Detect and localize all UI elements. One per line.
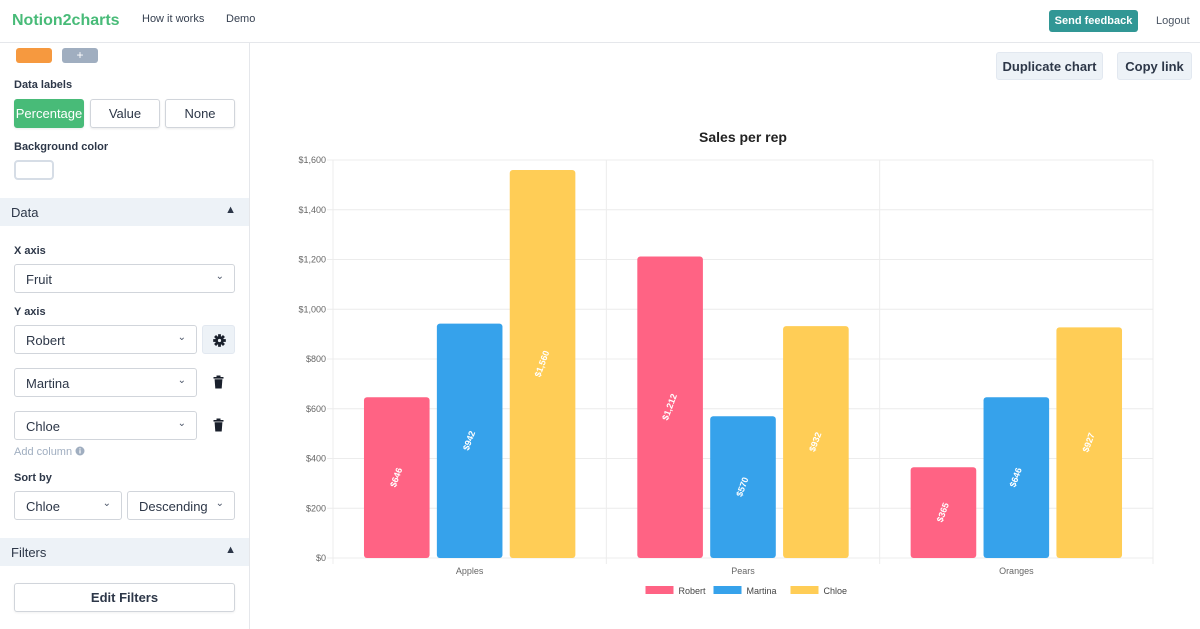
add-column-link[interactable]: Add column	[14, 446, 85, 458]
background-color-title: Background color	[14, 141, 109, 153]
bar-robert	[910, 467, 977, 558]
nav-link-demo[interactable]: Demo	[226, 13, 256, 25]
duplicate-chart-button[interactable]: Duplicate chart	[996, 52, 1103, 80]
chevron-down-icon: ⌄	[177, 375, 186, 386]
background-color-picker[interactable]	[14, 160, 54, 180]
bar-chloe	[509, 169, 576, 558]
bar-chart: Sales per rep $0 $200 $400 $600 $800 $1,000 $1,…	[298, 129, 1154, 596]
sidebar: + Data labels Percentage Value None Back…	[0, 43, 250, 629]
bar-chloe	[1056, 327, 1123, 558]
legend-swatch	[713, 586, 742, 594]
data-label-percentage-button[interactable]: Percentage	[14, 99, 84, 128]
chevron-down-icon: ⌄	[215, 498, 224, 509]
data-labels-title: Data labels	[14, 79, 73, 91]
y-tick-label: $0	[316, 553, 326, 563]
x-axis-title: X axis	[14, 245, 46, 257]
bar-robert	[363, 397, 430, 558]
chevron-up-icon: ▲	[225, 544, 236, 556]
y-tick-label: $400	[306, 454, 326, 464]
y-axis-select-chloe[interactable]: Chloe ⌄	[14, 411, 197, 440]
y-tick-label: $600	[306, 404, 326, 414]
info-icon	[75, 446, 85, 456]
y-tick-label: $200	[306, 503, 326, 513]
sort-order-value: Descending	[139, 499, 208, 514]
x-tick-label: Oranges	[999, 566, 1034, 576]
brand-logo[interactable]: Notion2charts	[12, 12, 120, 29]
legend-swatch	[645, 586, 674, 594]
add-column-label: Add column	[14, 446, 73, 458]
x-tick-label: Apples	[456, 566, 484, 576]
add-color-button[interactable]: +	[62, 48, 98, 63]
copy-link-button[interactable]: Copy link	[1117, 52, 1192, 80]
sort-order-select[interactable]: Descending ⌄	[127, 491, 235, 520]
chart-title: Sales per rep	[699, 129, 787, 145]
send-feedback-button[interactable]: Send feedback	[1049, 10, 1138, 32]
trash-icon	[213, 418, 224, 432]
sort-by-select[interactable]: Chloe ⌄	[14, 491, 122, 520]
legend-label: Martina	[747, 586, 777, 596]
data-label-value-button[interactable]: Value	[90, 99, 160, 128]
chevron-up-icon: ▲	[225, 204, 236, 216]
chevron-down-icon: ⌄	[177, 332, 186, 343]
x-axis-value: Fruit	[26, 272, 52, 287]
y-axis-title: Y axis	[14, 306, 46, 318]
legend-label: Robert	[679, 586, 707, 596]
chevron-down-icon: ⌄	[215, 271, 224, 282]
edit-filters-button[interactable]: Edit Filters	[14, 583, 235, 612]
bar-martina	[436, 323, 503, 558]
y-axis-value: Chloe	[26, 419, 60, 434]
y-axis-value: Robert	[26, 333, 66, 348]
y-axis-select-martina[interactable]: Martina ⌄	[14, 368, 197, 397]
y-tick-label: $1,200	[298, 255, 326, 265]
y-axis-value: Martina	[26, 376, 70, 391]
delete-series-martina-button[interactable]	[202, 368, 235, 397]
gear-icon	[213, 334, 226, 347]
x-tick-label: Pears	[731, 566, 755, 576]
trash-icon	[213, 375, 224, 389]
sort-by-value: Chloe	[26, 499, 60, 514]
x-axis-select[interactable]: Fruit ⌄	[14, 264, 235, 293]
delete-series-chloe-button[interactable]	[202, 411, 235, 440]
series-settings-button[interactable]	[202, 325, 235, 354]
y-tick-label: $1,600	[298, 155, 326, 165]
y-tick-label: $1,000	[298, 304, 326, 314]
y-tick-label: $1,400	[298, 205, 326, 215]
bar-martina	[710, 416, 776, 558]
y-axis-select-robert[interactable]: Robert ⌄	[14, 325, 197, 354]
bar-robert	[637, 256, 703, 558]
legend-label: Chloe	[824, 586, 848, 596]
data-section-title: Data	[11, 205, 39, 220]
logout-link[interactable]: Logout	[1156, 15, 1190, 27]
sort-by-title: Sort by	[14, 472, 52, 484]
series-color-swatch[interactable]	[16, 48, 52, 63]
bar-martina	[983, 397, 1050, 558]
legend-swatch	[790, 586, 819, 594]
filters-section-title: Filters	[11, 545, 47, 560]
chevron-down-icon: ⌄	[177, 418, 186, 429]
nav-link-how-it-works[interactable]: How it works	[142, 13, 205, 25]
bar-chloe	[783, 326, 849, 558]
data-label-none-button[interactable]: None	[165, 99, 235, 128]
data-section-header[interactable]: Data ▲	[0, 198, 249, 226]
filters-section-header[interactable]: Filters ▲	[0, 538, 249, 566]
y-tick-label: $800	[306, 354, 326, 364]
chevron-down-icon: ⌄	[102, 498, 111, 509]
top-nav: Notion2charts How it works Demo Send fee…	[0, 0, 1200, 43]
